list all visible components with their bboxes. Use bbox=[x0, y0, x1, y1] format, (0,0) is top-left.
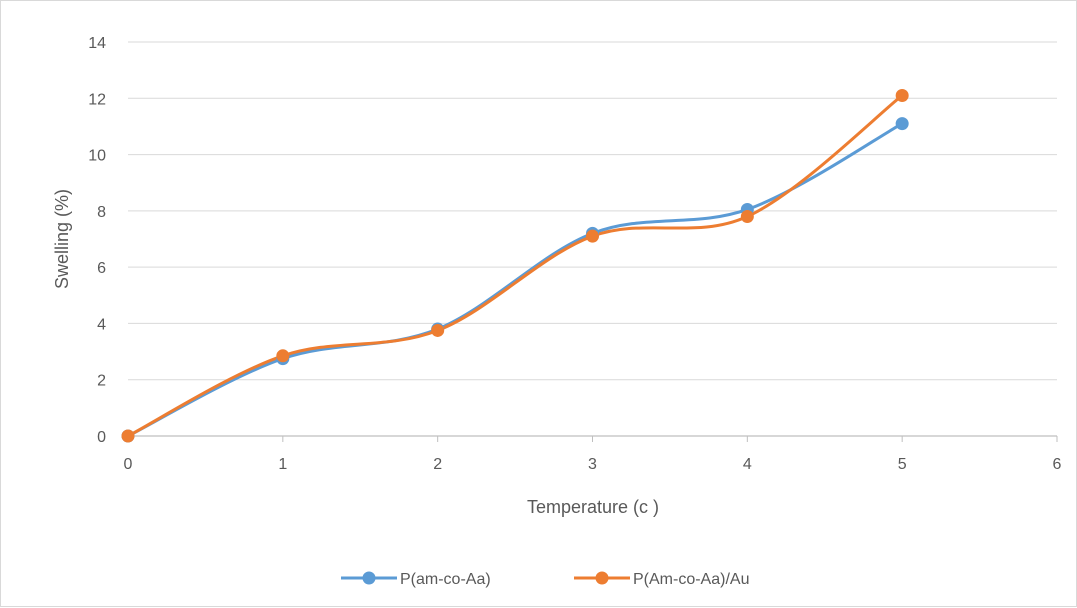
data-point-series-2 bbox=[740, 209, 754, 223]
y-tick-label: 10 bbox=[88, 148, 106, 165]
series-line-2 bbox=[126, 93, 904, 438]
x-axis-title: Temperature (c ) bbox=[527, 497, 659, 517]
y-tick-label: 6 bbox=[97, 260, 106, 277]
y-tick-label: 12 bbox=[88, 91, 106, 108]
x-tick-label: 2 bbox=[433, 456, 442, 473]
data-point-series-2 bbox=[895, 88, 909, 102]
data-point-series-1 bbox=[895, 117, 909, 131]
legend-label: P(am-co-Aa) bbox=[400, 571, 491, 588]
series-markers bbox=[121, 88, 909, 443]
x-tick-label: 4 bbox=[743, 456, 752, 473]
x-tick-label: 1 bbox=[278, 456, 287, 473]
x-tick-label: 6 bbox=[1053, 456, 1062, 473]
x-tick-label: 3 bbox=[588, 456, 597, 473]
data-point-series-2 bbox=[431, 323, 445, 337]
y-tick-label: 2 bbox=[97, 373, 106, 390]
y-axis-title: Swelling (%) bbox=[52, 189, 72, 289]
y-tick-label: 0 bbox=[97, 429, 106, 446]
x-tick-label: 5 bbox=[898, 456, 907, 473]
series-lines bbox=[126, 93, 904, 438]
data-point-series-2 bbox=[276, 349, 290, 363]
gridlines bbox=[128, 41, 1057, 381]
data-point-series-2 bbox=[586, 229, 599, 243]
x-axis-tick-labels: 0 1 2 3 4 5 6 bbox=[124, 456, 1062, 473]
data-point-series-2 bbox=[121, 429, 135, 443]
x-tick-label: 0 bbox=[124, 456, 133, 473]
y-tick-label: 4 bbox=[97, 316, 106, 333]
legend-label: P(Am-co-Aa)/Au bbox=[633, 571, 749, 588]
legend: P(am-co-Aa) P(Am-co-Aa)/Au bbox=[341, 571, 749, 588]
legend-marker bbox=[595, 571, 609, 585]
y-tick-label: 14 bbox=[88, 35, 106, 52]
legend-marker bbox=[362, 571, 376, 585]
y-tick-label: 8 bbox=[97, 204, 106, 221]
x-axis bbox=[127, 435, 1058, 442]
y-axis-tick-labels: 0 2 4 6 8 10 12 14 bbox=[88, 35, 106, 446]
series-line-1 bbox=[126, 122, 904, 438]
